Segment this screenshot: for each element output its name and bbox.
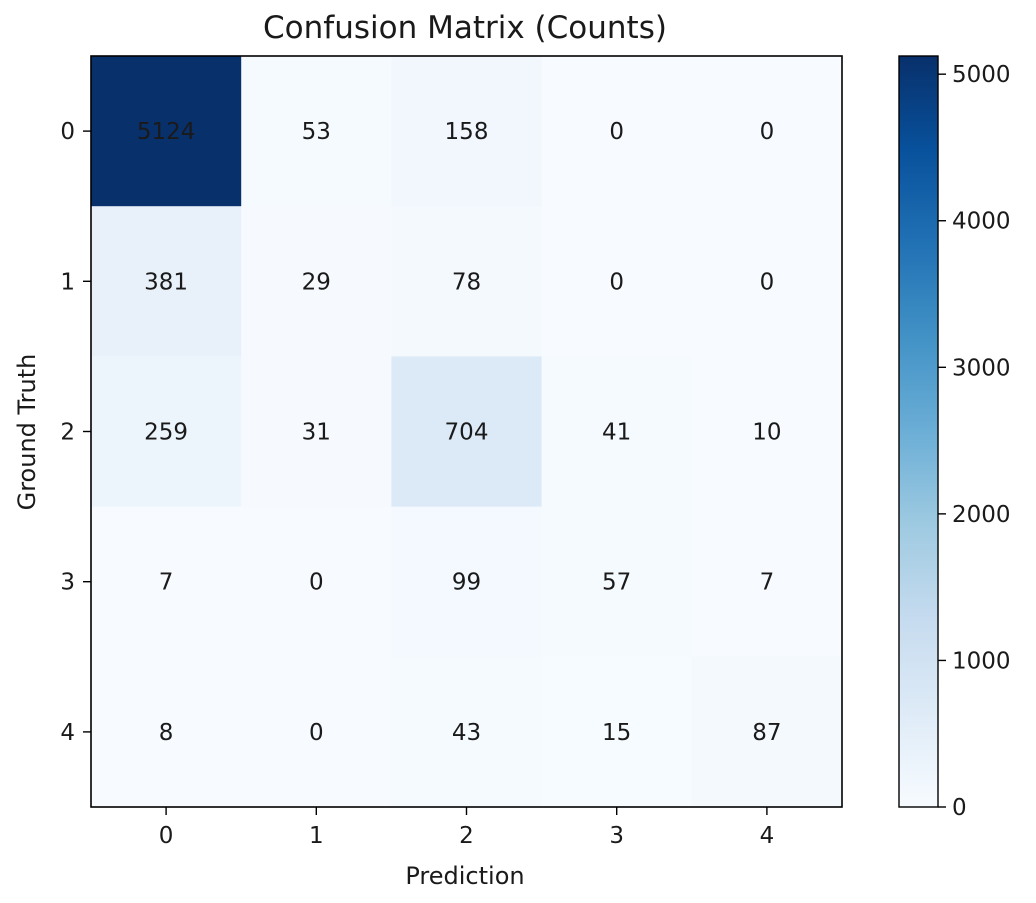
x-tick-label: 0 xyxy=(159,823,174,849)
heatmap-cell xyxy=(691,656,843,808)
colorbar-tick-label: 3000 xyxy=(952,355,1011,381)
cell-value-label: 10 xyxy=(752,420,781,446)
y-axis-label: Ground Truth xyxy=(13,354,41,511)
cell-value-label: 259 xyxy=(144,420,188,446)
cell-value-label: 57 xyxy=(602,570,631,596)
cell-value-label: 99 xyxy=(452,570,481,596)
x-tick-label: 1 xyxy=(309,823,324,849)
y-tick-label: 4 xyxy=(60,720,75,746)
heatmap-cell xyxy=(241,656,392,808)
cell-value-label: 7 xyxy=(159,570,174,596)
heatmap-cell xyxy=(91,356,242,508)
y-tick-label: 0 xyxy=(60,119,75,145)
heatmap-cell xyxy=(241,206,392,357)
colorbar-ticks: 0 1000 2000 3000 4000 5000 xyxy=(938,62,1011,821)
x-axis-ticks: 0 1 2 3 4 xyxy=(159,807,774,849)
cell-value-label: 41 xyxy=(602,420,631,446)
heatmap-cell xyxy=(91,56,242,207)
y-tick-label: 2 xyxy=(60,420,75,446)
x-tick-label: 3 xyxy=(609,823,624,849)
y-tick-label: 1 xyxy=(60,269,75,295)
cell-value-label: 29 xyxy=(302,269,331,295)
heatmap-cell xyxy=(391,506,543,658)
heatmap-cell xyxy=(241,356,392,508)
heatmap-cells xyxy=(91,56,843,808)
cell-value-label: 0 xyxy=(309,570,324,596)
x-tick-label: 2 xyxy=(459,823,474,849)
heatmap-cell xyxy=(691,56,843,207)
cell-value-label: 704 xyxy=(445,420,489,446)
heatmap-cell xyxy=(541,656,693,808)
heatmap-cell xyxy=(691,206,843,357)
cell-value-label: 15 xyxy=(602,720,631,746)
colorbar-tick-label: 4000 xyxy=(952,209,1011,235)
heatmap-cell xyxy=(241,56,392,207)
heatmap-cell xyxy=(541,206,693,357)
cell-value-label: 0 xyxy=(760,119,775,145)
cell-value-label: 0 xyxy=(609,269,624,295)
cell-value-label: 0 xyxy=(609,119,624,145)
cell-value-label: 5124 xyxy=(137,119,196,145)
x-tick-label: 4 xyxy=(760,823,775,849)
heatmap-cell xyxy=(241,506,392,658)
colorbar-tick-label: 1000 xyxy=(952,648,1011,674)
cell-value-label: 7 xyxy=(760,570,775,596)
cell-value-label: 78 xyxy=(452,269,481,295)
cell-value-label: 31 xyxy=(302,420,331,446)
heatmap-cell xyxy=(391,356,543,508)
colorbar-tick-label: 2000 xyxy=(952,502,1011,528)
colorbar-tick-label: 5000 xyxy=(952,62,1011,88)
heatmap-cell xyxy=(691,506,843,658)
cell-value-label: 53 xyxy=(302,119,331,145)
heatmap-cell xyxy=(391,206,543,357)
cell-value-label: 43 xyxy=(452,720,481,746)
y-tick-label: 3 xyxy=(60,570,75,596)
heatmap-cell xyxy=(91,206,242,357)
heatmap-cell xyxy=(541,56,693,207)
chart-title: Confusion Matrix (Counts) xyxy=(263,10,667,46)
heatmap-cell xyxy=(541,356,693,508)
cell-value-label: 87 xyxy=(752,720,781,746)
colorbar-tick-label: 0 xyxy=(952,795,967,821)
heatmap-cell xyxy=(91,656,242,808)
colorbar xyxy=(898,55,939,808)
heatmap-cell xyxy=(541,506,693,658)
cell-value-label: 0 xyxy=(309,720,324,746)
y-axis-ticks: 0 1 2 3 4 xyxy=(60,119,91,746)
heatmap-cell xyxy=(391,56,543,207)
cell-value-label: 158 xyxy=(445,119,489,145)
cell-value-label: 381 xyxy=(144,269,188,295)
cell-value-label: 0 xyxy=(760,269,775,295)
heatmap-cell xyxy=(91,506,242,658)
x-axis-label: Prediction xyxy=(405,862,524,890)
heatmap-cell xyxy=(391,656,543,808)
cell-value-label: 8 xyxy=(159,720,174,746)
heatmap-cell xyxy=(691,356,843,508)
